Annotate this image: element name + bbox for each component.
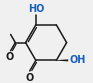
Text: O: O	[6, 52, 14, 62]
Text: OH: OH	[70, 55, 86, 65]
Text: O: O	[26, 73, 34, 83]
Text: HO: HO	[28, 4, 44, 14]
Polygon shape	[56, 59, 68, 61]
